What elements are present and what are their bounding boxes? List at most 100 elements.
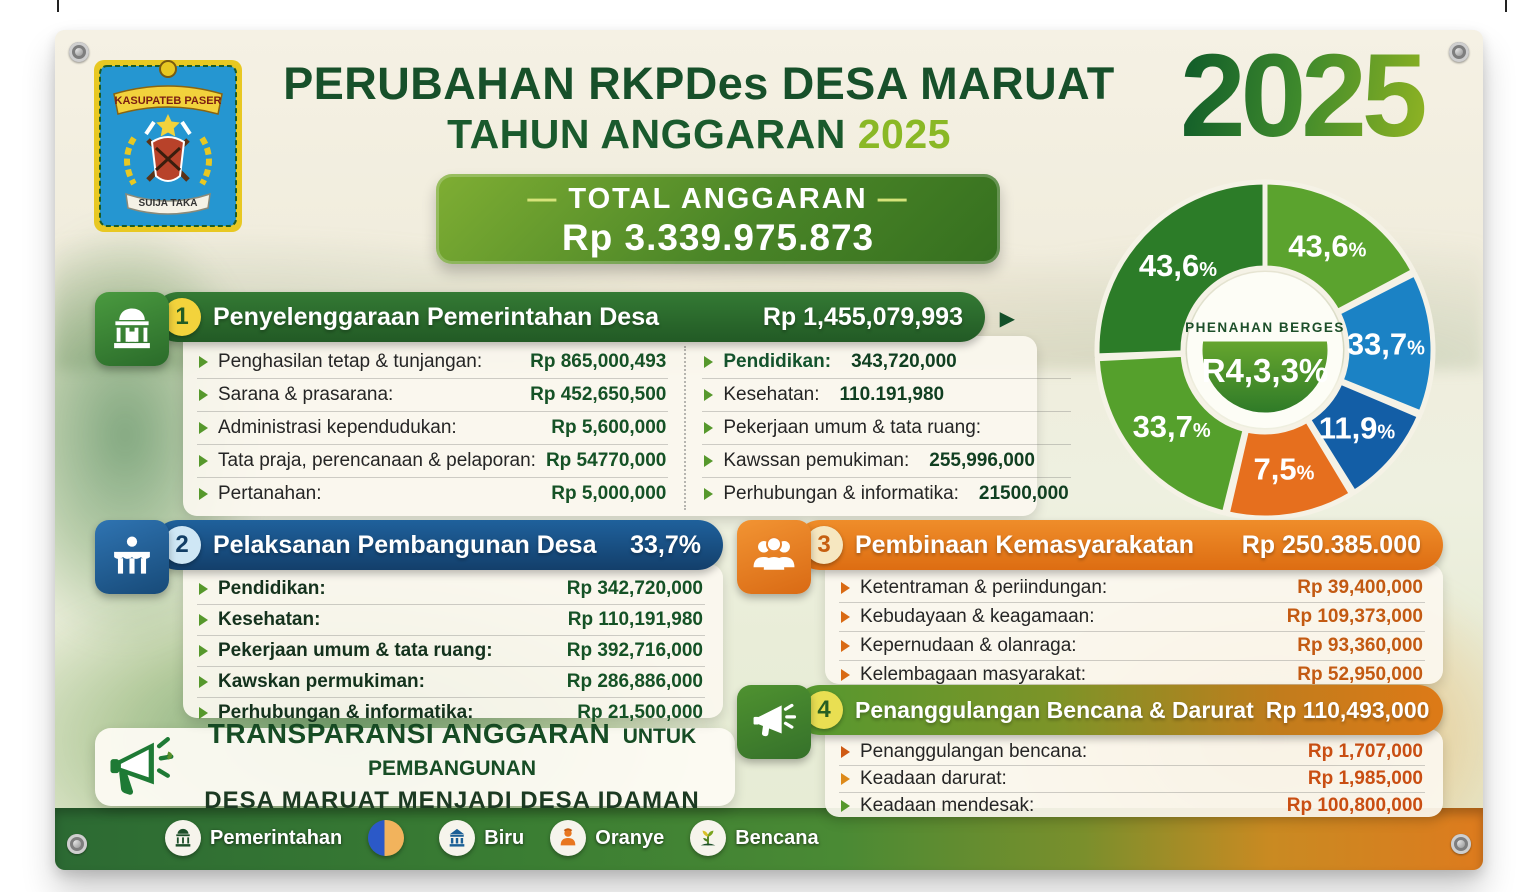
total-budget-amount: Rp 3.339.975.873: [561, 217, 875, 258]
item-label: Kebudayaan & keagamaan:: [860, 606, 1095, 627]
section-4-header: 4 Penanggulangan Bencana & Darurat Rp 11…: [795, 685, 1443, 735]
item-value: Rp 93,360,000: [1297, 635, 1423, 656]
people-group-icon: [737, 520, 811, 594]
bullet-icon: [841, 640, 850, 652]
item-value: Rp 865,000,493: [530, 351, 667, 372]
section-title: Penanggulangan Bencana & Darurat: [855, 696, 1254, 723]
section-title: Penyelenggaraan Pemerintahan Desa: [213, 302, 660, 331]
plant-icon: [690, 820, 727, 856]
item-value: 110.191,980: [839, 384, 945, 405]
section-pelaksanaan-pembangunan: 2 Pelaksanan Pembangunan Desa 33,7% Pend…: [95, 520, 723, 723]
item-value: Rp 452,650,500: [530, 384, 667, 405]
budget-row: Pekerjaan umum & tata ruang:: [702, 412, 1071, 445]
budget-row: Penanggulangan bencana: Rp 1,707,000: [839, 739, 1425, 766]
seal-icon: KASUPATEB PASER SUIJA TAKA: [94, 60, 242, 232]
budget-row: Kebudayaan & keagamaan: Rp 109,373,000: [839, 603, 1425, 632]
dash-ornament-left: —: [527, 183, 559, 215]
page-subtitle: TAHUN ANGGARAN 2025: [255, 110, 1143, 158]
section-title: Pembinaan Kemasyarakatan: [855, 530, 1195, 559]
budget-row: Kepernudaan & olanraga: Rp 93,360,000: [839, 632, 1425, 661]
item-value: Rp 21,500,000: [577, 702, 703, 723]
building-blue-icon: [439, 820, 476, 856]
bullet-icon: [199, 583, 208, 595]
budget-row: Kawssan pemukiman: 255,996,000: [702, 445, 1071, 478]
item-value: Rp 392,716,000: [566, 640, 703, 661]
section-amount: Rp 250.385.000: [1241, 530, 1421, 559]
budget-list: Penghasilan tetap & tunjangan: Rp 865,00…: [197, 346, 669, 510]
item-value: Rp 109,373,000: [1286, 606, 1423, 627]
section-3-header: 3 Pembinaan Kemasyarakatan Rp 250.385.00…: [795, 520, 1443, 570]
donut-segment: [1094, 351, 1248, 516]
donut-segment: [1305, 379, 1423, 495]
legend-label: Biru: [484, 826, 525, 849]
legend-item-bencana: Bencana: [690, 820, 819, 856]
arrow-right-icon: ▶: [999, 308, 1015, 330]
grommet-icon: [1451, 834, 1471, 854]
item-value: Rp 110,191,980: [567, 609, 703, 630]
bullet-icon: [199, 422, 208, 434]
item-value: Rp 5,000,000: [551, 483, 667, 504]
item-value: Rp 5,600,000: [551, 417, 667, 438]
total-budget-label: — TOTAL ANGGARAN —: [527, 183, 909, 215]
item-label: Kawssan pemukiman:: [723, 450, 910, 471]
item-label: Penghasilan tetap & tunjangan:: [218, 351, 483, 372]
item-value: Rp 286,886,000: [566, 671, 703, 692]
item-label: Perhubungan & informatika:: [218, 702, 474, 723]
item-label: Sarana & prasarana:: [218, 384, 394, 405]
donut-center-bowl: [1199, 338, 1331, 416]
grommet-icon: [1449, 42, 1469, 62]
item-label: Kawskan permukiman:: [218, 671, 425, 692]
budget-row: Kesehatan: Rp 110,191,980: [197, 605, 705, 636]
item-label: Ketentraman & periindungan:: [860, 577, 1108, 598]
bullet-icon: [841, 746, 850, 758]
item-value: 343,720,000: [851, 351, 957, 372]
budget-donut-chart: 43,6% 33,7% 11,9% 7,5% 33,7% 43,6% PHENAHAN B…: [1077, 162, 1453, 538]
item-label: Pekerjaan umum & tata ruang:: [218, 640, 493, 661]
section-1-body: Penghasilan tetap & tunjangan: Rp 865,00…: [183, 336, 1071, 516]
section-pembinaan-kemasyarakatan: 3 Pembinaan Kemasyarakatan Rp 250.385.00…: [737, 520, 1443, 685]
budget-row: Pekerjaan umum & tata ruang: Rp 392,716,…: [197, 636, 705, 667]
budget-row: Sarana & prasarana: Rp 452,650,500: [197, 379, 669, 412]
section-1-header: 1 Penyelenggaraan Pemerintahan Desa Rp 1…: [153, 292, 985, 342]
legend-label: Pemerintahan: [210, 826, 343, 849]
item-value: Rp 100,800,000: [1286, 795, 1423, 816]
legend-item-pemerintahan: Pemerintahan: [165, 820, 342, 856]
donut-center-label: PHENAHAN BERGES: [1185, 320, 1345, 335]
legend-label: Oranye: [595, 826, 665, 849]
budget-row: Administrasi kependudukan: Rp 5,600,000: [197, 412, 669, 445]
transparency-headline: TRANSPARANSI ANGGARAN: [207, 717, 611, 749]
item-label: Kepernudaan & olanraga:: [860, 635, 1077, 656]
section-penanggulangan-bencana: 4 Penanggulangan Bencana & Darurat Rp 11…: [737, 685, 1443, 817]
budget-row: Pendidikan: Rp 342,720,000: [197, 574, 705, 605]
budget-row: Penghasilan tetap & tunjangan: Rp 865,00…: [197, 346, 669, 379]
megaphone-green-icon: [110, 737, 174, 795]
grommet-icon: [67, 834, 87, 854]
item-label: Pendidikan:: [723, 351, 832, 372]
item-value: 21500,000: [978, 483, 1069, 504]
megaphone-icon: [737, 685, 811, 759]
item-label: Penanggulangan bencana:: [860, 741, 1088, 762]
donut-segment: [1335, 271, 1436, 416]
crop-mark-right: [1505, 0, 1507, 12]
budget-row: Perhubungan & informatika: 21500,000: [702, 478, 1070, 510]
subtitle-year: 2025: [857, 111, 951, 157]
bullet-icon: [841, 669, 850, 681]
budget-row: Pendidikan: 343,720,000: [702, 346, 1071, 379]
budget-row: Ketentraman & periindungan: Rp 39,400,00…: [839, 574, 1425, 603]
item-value: Rp 54770,000: [545, 450, 667, 471]
bullet-icon: [199, 356, 208, 368]
bullet-icon: [841, 582, 850, 594]
bullet-icon: [199, 488, 208, 500]
budget-row: Pertanahan: Rp 5,000,000: [197, 478, 668, 510]
item-value: Rp 39,400,000: [1297, 577, 1423, 598]
page-title: PERUBAHAN RKPDes DESA MARUAT: [283, 58, 1115, 109]
item-label: Perhubungan & informatika:: [723, 483, 959, 504]
item-value: Rp 342,720,000: [566, 578, 703, 599]
section-3-body: Ketentraman & periindungan: Rp 39,400,00…: [825, 564, 1443, 685]
grommet-icon: [69, 42, 89, 62]
item-value: Rp 52,950,000: [1297, 664, 1423, 685]
person-orange-icon: [550, 820, 587, 856]
bullet-icon: [841, 800, 850, 812]
bullet-icon: [199, 614, 208, 626]
item-value: 255,996,000: [929, 450, 1035, 471]
